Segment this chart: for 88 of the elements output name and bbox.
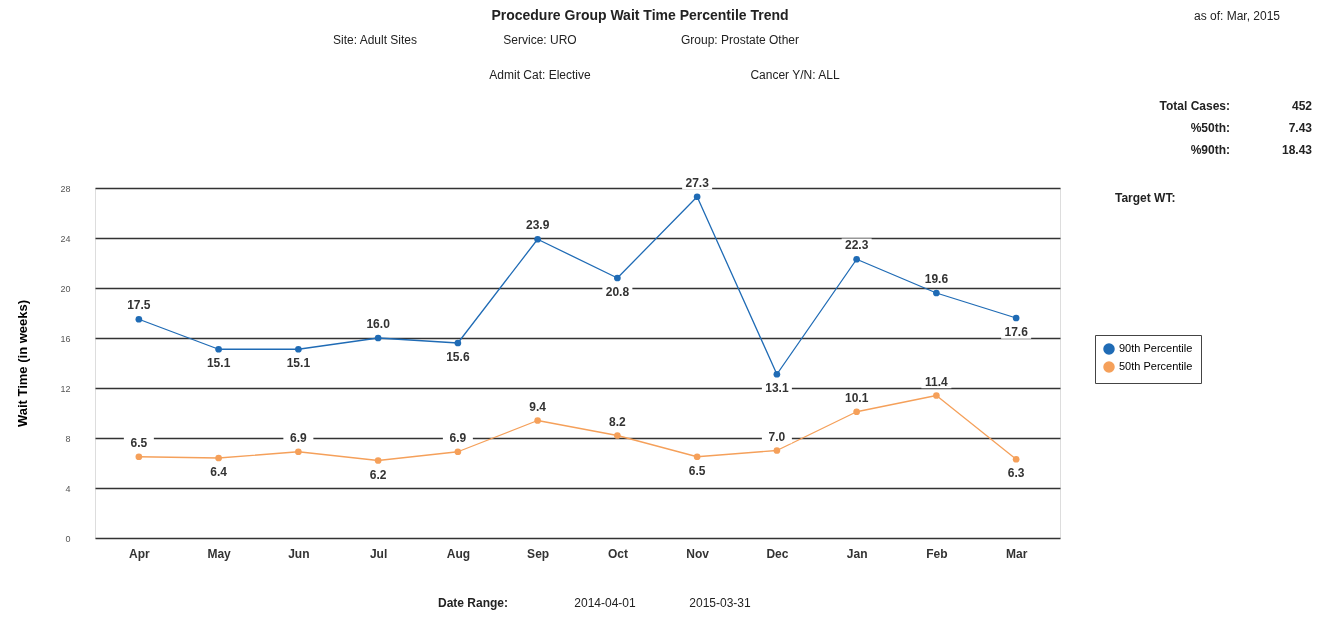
data-label: 15.1 [206, 356, 231, 371]
x-tick-label: Nov [686, 546, 710, 561]
y-axis-title: Wait Time (in weeks) [15, 299, 31, 428]
y-tick-label: 28 [60, 183, 71, 194]
data-label: 9.4 [529, 399, 547, 414]
text: 2015-03-31 [689, 596, 752, 610]
text: as of: Mar, 2015 [1193, 9, 1281, 23]
x-tick-label: Jan [846, 546, 868, 561]
point [534, 235, 541, 243]
text: Group: Prostate Other [680, 33, 800, 47]
y-tick-label: 24 [60, 233, 71, 244]
point [1012, 314, 1020, 322]
y-tick-label: 20 [60, 283, 71, 294]
point [933, 392, 940, 399]
x-tick-label: May [207, 546, 232, 561]
y-tick-label: 8 [65, 433, 71, 444]
data-label: 17.6 [1004, 325, 1029, 339]
data-label: 6.5 [688, 463, 706, 478]
point [534, 417, 541, 424]
text: 7.43 [1288, 121, 1313, 135]
y-tick-label: 0 [65, 533, 71, 544]
data-label: 6.5 [130, 435, 148, 450]
text: Total Cases: [1159, 99, 1230, 113]
x-tick-label: Jul [369, 546, 388, 561]
y-tick-label: 12 [60, 383, 71, 394]
data-label: 6.9 [290, 430, 308, 445]
data-label: 19.6 [924, 272, 949, 286]
text: Service: URO [503, 33, 577, 47]
data-label: 15.6 [446, 350, 470, 364]
data-label: 23.9 [525, 218, 550, 233]
point [215, 454, 222, 462]
x-tick-label: Oct [607, 546, 628, 561]
data-label: 27.3 [685, 175, 710, 190]
x-tick-label: Mar [1005, 546, 1028, 561]
text: 452 [1291, 99, 1313, 113]
data-label: 6.3 [1007, 466, 1025, 481]
text: Site: Adult Sites [332, 33, 418, 47]
data-label: 10.1 [844, 390, 869, 405]
x-tick-label: Feb [926, 546, 948, 561]
text: Admit Cat: Elective [489, 68, 592, 82]
chart-title: Procedure Group Wait Time Percentile Trend [491, 7, 789, 23]
point [853, 255, 860, 263]
data-label: 11.4 [925, 374, 949, 389]
point [693, 453, 701, 461]
point [933, 289, 940, 297]
x-tick-label: Dec [766, 546, 789, 561]
text: Target WT: [1115, 191, 1176, 205]
data-label: 6.2 [369, 467, 387, 482]
data-label: 8.2 [609, 414, 627, 429]
point [853, 408, 860, 416]
point [773, 370, 781, 378]
text: %50th: [1190, 121, 1230, 135]
data-label: 20.8 [605, 285, 630, 299]
point [135, 315, 143, 323]
point [614, 274, 621, 282]
point [374, 334, 382, 342]
point [454, 448, 462, 456]
data-label: 6.4 [210, 465, 228, 479]
y-tick-label: 4 [65, 483, 71, 494]
point [215, 345, 222, 353]
data-label: 22.3 [844, 238, 869, 253]
point [374, 457, 382, 464]
x-tick-label: Apr [129, 546, 151, 561]
data-label: 15.1 [286, 356, 311, 371]
legend-label: 90th Percentile [1119, 342, 1193, 354]
point [295, 448, 302, 456]
text: 2014-04-01 [574, 596, 637, 610]
data-label: 17.5 [127, 298, 151, 313]
legend-label: 50th Percentile [1119, 360, 1193, 372]
point [454, 339, 462, 347]
text: Date Range: [437, 596, 509, 610]
data-label: 13.1 [765, 381, 789, 396]
data-label: 6.9 [449, 430, 467, 445]
text: Cancer Y/N: ALL [750, 68, 840, 82]
data-label: 16.0 [366, 317, 391, 331]
point [614, 432, 621, 439]
point [773, 447, 781, 454]
y-tick-label: 16 [60, 333, 71, 344]
point [295, 345, 302, 353]
data-label: 7.0 [768, 429, 786, 444]
text: 18.43 [1281, 143, 1313, 157]
point [135, 453, 143, 461]
point [1012, 455, 1020, 463]
x-tick-label: Sep [527, 546, 550, 561]
text: %90th: [1190, 143, 1230, 157]
x-tick-label: Jun [288, 546, 310, 561]
x-tick-label: Aug [446, 546, 471, 561]
point [693, 193, 701, 201]
